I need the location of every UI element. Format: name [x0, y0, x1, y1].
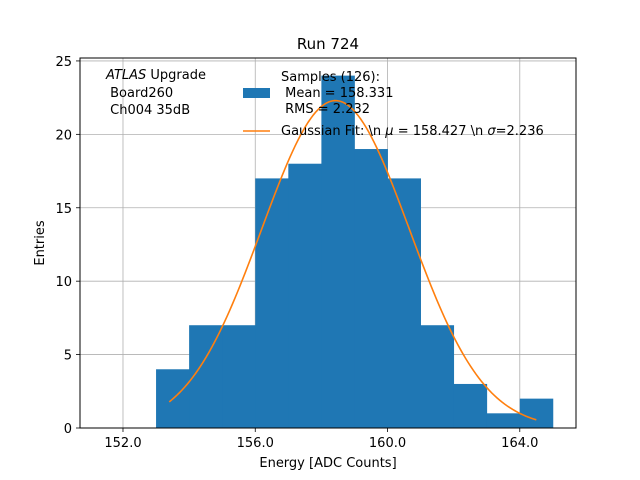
histogram-bar	[354, 149, 388, 429]
gaussian-fit-curve	[168, 99, 537, 421]
y-axis-label: Entries	[33, 220, 48, 266]
y-tick-label: 20	[55, 128, 72, 143]
histogram-bar	[453, 383, 488, 428]
histogram-bar	[420, 325, 455, 428]
y-tick-label: 0	[64, 422, 72, 437]
y-tick-label: 10	[55, 275, 72, 290]
histogram-bar	[321, 75, 355, 428]
annotation-upgrade: Upgrade	[146, 68, 206, 83]
histogram-bar	[486, 413, 521, 428]
histogram-bar	[255, 178, 289, 428]
histogram-bar	[222, 325, 256, 428]
x-tick-label: 160.0	[369, 436, 406, 451]
annotation-line-3: Ch004 35dB	[106, 103, 190, 118]
histogram-bar	[288, 163, 322, 428]
legend-fit-mid: = 158.427 \n	[394, 124, 488, 139]
histogram-bar	[189, 325, 223, 428]
legend-histogram-swatch	[243, 88, 270, 98]
x-axis-label: Energy [ADC Counts]	[259, 456, 396, 471]
histogram-bar	[387, 178, 421, 428]
annotation-atlas-italic: ATLAS	[105, 68, 146, 83]
legend-hist-line-1: Samples (126):	[281, 70, 380, 85]
plot-frame	[79, 57, 577, 429]
y-tick-label: 25	[55, 55, 72, 70]
annotation-line-2: Board260	[106, 86, 173, 101]
legend: Samples (126): Mean = 158.331 RMS = 2.23…	[243, 70, 544, 139]
x-tick-label: 164.0	[501, 436, 538, 451]
y-tick-label: 15	[55, 202, 72, 217]
x-tick-label: 152.0	[104, 436, 141, 451]
histogram-bars	[156, 75, 554, 429]
chart-title: Run 724	[297, 35, 359, 53]
legend-hist-line-3: RMS = 2.232	[281, 102, 370, 117]
legend-hist-line-2: Mean = 158.331	[281, 86, 393, 101]
legend-fit-post: =2.236	[496, 124, 544, 139]
legend-fit-label: Gaussian Fit: \n μ = 158.427 \n σ=2.236	[281, 124, 544, 139]
atlas-annotation: ATLAS Upgrade Board260 Ch004 35dB	[105, 68, 206, 118]
x-tick-label: 156.0	[237, 436, 274, 451]
legend-fit-pre: Gaussian Fit: \n	[281, 124, 385, 139]
legend-fit-mu: μ	[384, 124, 393, 139]
legend-fit-sigma: σ	[487, 124, 496, 139]
x-axis-ticks: 152.0 156.0 160.0 164.0	[104, 428, 538, 451]
histogram-bar	[519, 398, 554, 428]
y-tick-label: 5	[64, 349, 72, 364]
y-axis-ticks: 0 5 10 15 20 25	[55, 55, 80, 437]
annotation-line-1: ATLAS Upgrade	[105, 68, 206, 83]
